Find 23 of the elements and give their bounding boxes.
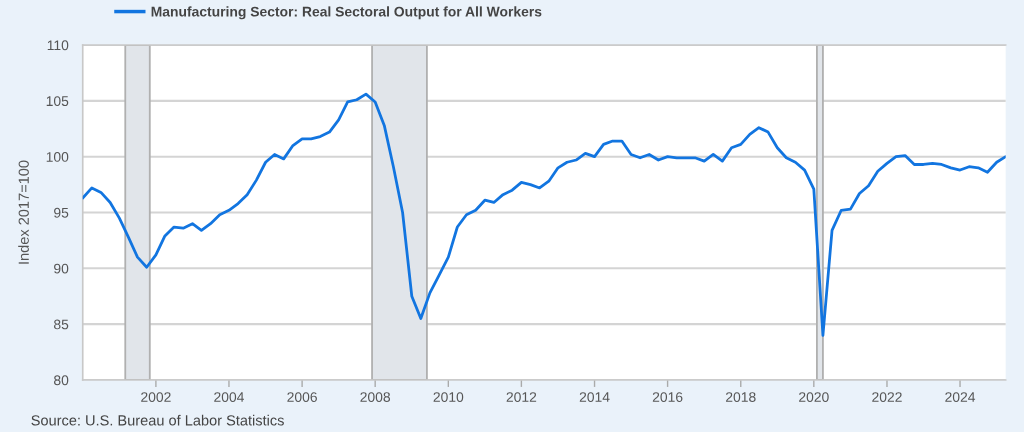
x-tick-label: 2024 — [945, 392, 976, 402]
y-tick-label: 95 — [54, 207, 69, 218]
y-tick-label: 90 — [54, 263, 69, 274]
y-tick-label: 80 — [54, 375, 69, 386]
x-tick-label: 2016 — [652, 392, 683, 402]
y-tick-label: 100 — [46, 152, 69, 162]
y-tick-label: 85 — [54, 319, 69, 330]
y-axis-title: Index 2017=100 — [18, 160, 29, 264]
x-tick-label: 2022 — [872, 392, 902, 402]
y-tick-label: 105 — [46, 96, 69, 107]
source-note: Source: U.S. Bureau of Labor Statistics — [31, 414, 284, 426]
x-tick-label: 2006 — [287, 392, 317, 402]
x-tick-label: 2018 — [726, 392, 756, 402]
x-tick-label: 2008 — [360, 392, 391, 402]
x-tick-label: 2020 — [799, 392, 829, 402]
x-tick-label: 2004 — [214, 392, 244, 402]
line-series — [82, 92, 1006, 337]
y-tick-label: 110 — [47, 40, 69, 51]
x-tick-label: 2010 — [433, 392, 464, 402]
legend-label: Manufacturing Sector: Real Sectoral Output for All Workers — [151, 6, 542, 20]
x-tick-label: 2012 — [506, 392, 537, 402]
x-tick-label: 2014 — [579, 392, 610, 402]
x-tick-label: 2002 — [141, 392, 171, 402]
